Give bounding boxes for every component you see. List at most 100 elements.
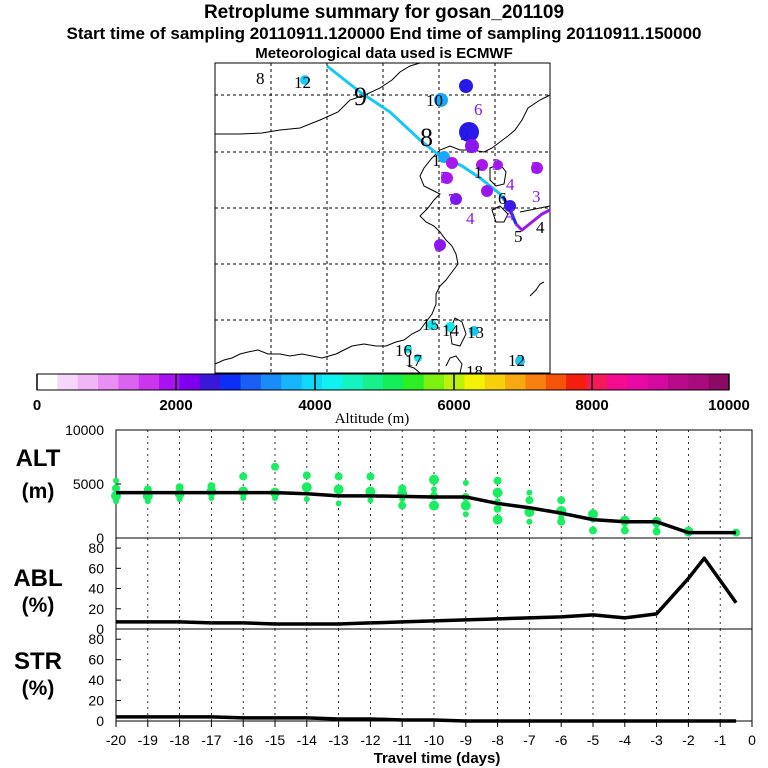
colorbar-swatch: [566, 374, 587, 390]
y-tick-label: 40: [88, 581, 104, 597]
colorbar-swatch: [423, 374, 445, 390]
scatter-point: [526, 518, 533, 525]
scatter-point: [367, 497, 374, 504]
plume-dot: [459, 122, 479, 142]
x-tick-label: -14: [297, 732, 317, 748]
y-tick-label: 80: [88, 631, 104, 647]
plume-dot: [481, 185, 493, 197]
scatter-point: [239, 472, 248, 481]
map-day-label: 1: [432, 151, 441, 170]
scatter-point: [272, 495, 278, 502]
scatter-point: [493, 476, 502, 485]
x-tick-label: -7: [523, 732, 536, 748]
scatter-point: [652, 527, 661, 536]
panel-1: 80 60 40 20 0 ABL(%): [13, 537, 753, 637]
x-tick-label: -1: [714, 732, 727, 748]
y-tick-label: 40: [88, 672, 104, 688]
plume-dot: [515, 356, 525, 366]
scatter-point: [333, 484, 344, 495]
plume-dot: [427, 320, 437, 330]
plume-dot: [434, 93, 448, 107]
y-tick-label: 20: [88, 601, 104, 617]
map-gridlines: [215, 63, 550, 373]
scatter-point: [303, 496, 310, 503]
scatter-point: [588, 509, 598, 520]
map-day-label: 3: [492, 155, 501, 174]
x-tick-label: -20: [106, 732, 126, 748]
colorbar-swatch: [98, 374, 119, 390]
plume-dot: [404, 345, 412, 353]
colorbar-swatch: [281, 374, 302, 390]
scatter-point: [334, 472, 343, 481]
colorbar-swatch: [606, 374, 628, 390]
colorbar-tick-label: 6000: [437, 397, 470, 414]
scatter-point: [492, 514, 503, 525]
scatter-point: [365, 486, 376, 497]
map-day-label: 6: [498, 189, 507, 208]
scatter-point: [557, 496, 566, 505]
map-day-label: 8: [466, 138, 475, 157]
plume-dot: [441, 172, 453, 184]
sampling-times: Start time of sampling 20110911.120000 E…: [66, 24, 702, 43]
coastlines: [214, 62, 551, 374]
map-day-label: 4: [506, 175, 515, 194]
plume-dot: [531, 162, 543, 174]
map-day-label: 1: [474, 163, 483, 182]
colorbar-tick-label: 2000: [159, 397, 192, 414]
colorbar-swatch: [118, 374, 140, 390]
plume-dot: [300, 75, 310, 85]
scatter-point: [144, 498, 151, 505]
scatter-point: [462, 511, 469, 518]
colorbar-swatch: [545, 374, 567, 390]
colorbar-swatch: [179, 374, 201, 390]
x-tick-label: -19: [138, 732, 158, 748]
colorbar-swatch: [464, 374, 486, 390]
map-day-label: 6: [474, 100, 483, 119]
plume-dot: [493, 160, 503, 170]
time-series-panels: 1000050000ALT(m)806040200ABL(%)806040200…: [13, 422, 756, 767]
scatter-point: [620, 526, 629, 535]
map-day-label: 14: [442, 321, 460, 340]
map-day-label: 7: [448, 190, 457, 209]
scatter-point: [113, 477, 119, 484]
scatter-point: [176, 496, 183, 503]
colorbar-tick-label: 0: [33, 397, 41, 414]
colorbar-tick-label: 10000: [708, 397, 750, 414]
plume-dot: [459, 79, 473, 93]
map-day-label: 4: [536, 218, 545, 237]
plume-dots: [300, 75, 543, 366]
scatter-point: [525, 496, 534, 505]
scatter-point: [208, 495, 215, 502]
x-tick-label: -13: [328, 732, 348, 748]
map-day-label: 7: [460, 77, 469, 96]
map-day-label: 12: [294, 73, 311, 92]
colorbar-swatch: [342, 374, 364, 390]
scatter-point: [462, 479, 469, 486]
colorbar-swatch: [159, 374, 180, 390]
plume-dot: [445, 322, 455, 332]
scatter-point: [366, 472, 375, 481]
scatter-point: [302, 471, 311, 480]
y-axis-label: (%): [22, 594, 55, 617]
map-day-label: 5: [514, 227, 523, 246]
map-day-label: 6: [434, 237, 443, 256]
x-tick-label: -8: [491, 732, 504, 748]
y-axis-label: ABL: [13, 565, 62, 592]
plume-dot: [414, 354, 422, 362]
map-frame: [214, 62, 551, 374]
colorbar-swatch: [586, 374, 608, 390]
map-day-label: 9: [354, 82, 367, 111]
x-tick-label: -3: [650, 732, 663, 748]
colorbar-swatch: [321, 374, 343, 390]
altitude-colorbar: 0 2000 4000 6000 8000 10000 Altitude (m): [33, 373, 750, 427]
colorbar-tick-label: 8000: [575, 397, 608, 414]
scatter-point: [398, 501, 407, 510]
y-tick-label: 0: [96, 713, 104, 729]
map-day-label: 16: [395, 341, 412, 360]
map-day-label: 5: [440, 168, 449, 187]
x-tick-label: -4: [619, 732, 632, 748]
scatter-point: [335, 500, 342, 507]
plume-dot: [504, 200, 516, 212]
colorbar-tick-label: 4000: [298, 397, 331, 414]
y-tick-label: 80: [88, 540, 104, 556]
